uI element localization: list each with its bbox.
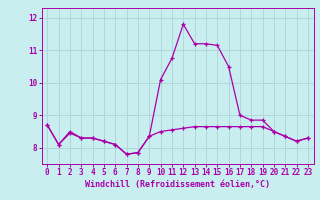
X-axis label: Windchill (Refroidissement éolien,°C): Windchill (Refroidissement éolien,°C) — [85, 180, 270, 189]
